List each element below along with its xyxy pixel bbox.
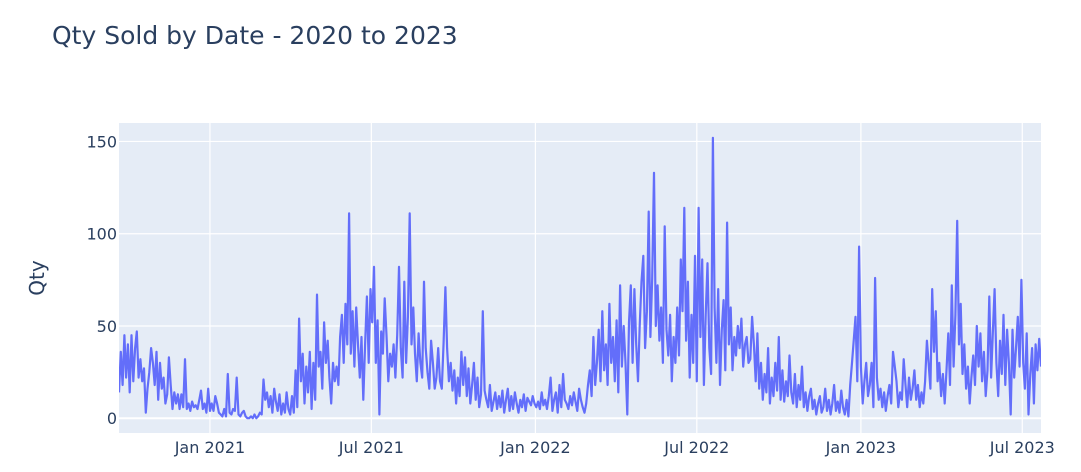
y-tick-label: 50 bbox=[97, 317, 117, 336]
y-tick-label: 0 bbox=[107, 409, 117, 428]
y-axis-title: Qty bbox=[25, 260, 49, 296]
chart-title: Qty Sold by Date - 2020 to 2023 bbox=[52, 21, 458, 50]
x-axis-ticks: Jan 2021 Jul 2021 Jan 2022 Jul 2022 Jan 2023… bbox=[174, 438, 1055, 457]
y-tick-label: 150 bbox=[86, 132, 117, 151]
x-tick-label: Jan 2021 bbox=[174, 438, 245, 457]
series-line bbox=[119, 136, 1041, 420]
y-gridlines bbox=[119, 140, 1041, 420]
x-tick-label: Jul 2022 bbox=[663, 438, 729, 457]
x-tick-label: Jul 2023 bbox=[989, 438, 1055, 457]
plot-area bbox=[119, 123, 1041, 433]
x-tick-label: Jan 2022 bbox=[499, 438, 570, 457]
y-tick-label: 100 bbox=[86, 225, 117, 244]
x-tick-label: Jan 2023 bbox=[825, 438, 896, 457]
series-layer bbox=[119, 136, 1041, 420]
y-axis-ticks: 0 50 100 150 bbox=[86, 132, 117, 428]
x-tick-label: Jul 2021 bbox=[338, 438, 404, 457]
